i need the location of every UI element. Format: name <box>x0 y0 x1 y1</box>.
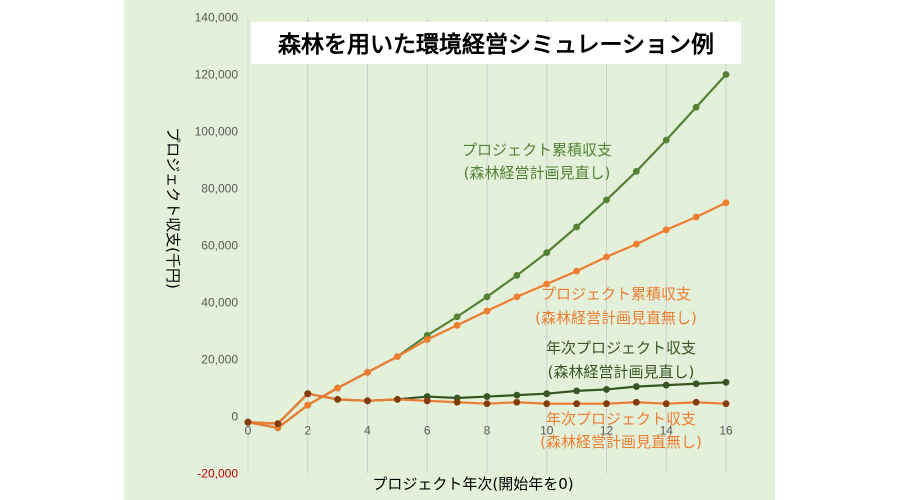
data-point <box>543 390 551 398</box>
data-point <box>513 272 521 279</box>
x-tick-label: 10 <box>540 424 554 438</box>
y-tick-label: 100,000 <box>195 125 239 139</box>
data-point <box>632 398 640 406</box>
gridlines <box>247 17 727 474</box>
data-point <box>334 396 342 403</box>
series-group <box>244 199 730 432</box>
data-point <box>722 71 730 78</box>
series-label: (森林経営計画見直し) <box>464 164 611 182</box>
data-point <box>543 400 551 408</box>
data-point <box>573 223 581 231</box>
chart-panel: -20,000 0 20,000 40,000 60,000 80,000 100,000 1… <box>124 0 775 500</box>
data-point <box>603 400 610 408</box>
data-point <box>573 267 581 275</box>
data-point <box>722 400 730 408</box>
series-label: プロジェクト累積収支 <box>462 141 612 159</box>
data-point <box>662 136 670 144</box>
data-point <box>453 321 461 329</box>
y-tick-label: 20,000 <box>201 353 238 367</box>
data-point <box>662 381 670 389</box>
data-point <box>244 418 252 426</box>
x-tick-label: 12 <box>600 424 614 438</box>
data-point <box>632 240 640 248</box>
x-tick-label: 4 <box>364 424 371 438</box>
data-point <box>603 196 610 204</box>
data-point <box>423 397 431 405</box>
data-point <box>632 168 640 175</box>
x-tick-label: 16 <box>719 424 733 438</box>
series-label: 年次プロジェクト収支 <box>546 339 696 357</box>
y-tick-label: 60,000 <box>201 239 238 253</box>
y-axis-title: プロジェクト収支(千円) <box>164 127 182 289</box>
y-tick-label: 40,000 <box>201 296 238 310</box>
data-point <box>304 390 312 398</box>
data-point <box>722 199 730 207</box>
y-tick-label: 140,000 <box>195 11 239 25</box>
series-label: (森林経営計画見直無し) <box>540 433 702 451</box>
x-tick-label: 14 <box>660 424 674 438</box>
data-point <box>722 378 730 386</box>
data-point <box>573 387 581 395</box>
data-point <box>543 249 551 257</box>
y-tick-label: 80,000 <box>201 182 238 196</box>
y-tick-labels: -20,000 0 20,000 40,000 60,000 80,000 100,000 1… <box>195 11 239 481</box>
data-point <box>483 307 491 315</box>
chart-title: 森林を用いた環境経営シミュレーション例 <box>278 31 714 58</box>
data-point <box>662 400 670 408</box>
data-point <box>692 213 700 221</box>
data-point <box>423 336 431 343</box>
y-tick-label: 0 <box>231 410 238 424</box>
data-point <box>573 400 581 408</box>
data-point <box>304 401 312 409</box>
data-point <box>274 420 282 428</box>
x-tick-labels: 0 2 4 6 8 10 12 14 16 <box>245 424 733 438</box>
data-point <box>364 397 371 405</box>
data-point <box>513 398 521 406</box>
data-point <box>483 293 491 301</box>
x-tick-label: 2 <box>304 424 311 438</box>
y-tick-label: 120,000 <box>195 68 239 82</box>
series-label: (森林経営計画見直無し) <box>535 309 697 327</box>
data-point <box>543 280 551 288</box>
series-label: (森林経営計画見直し) <box>548 363 695 381</box>
x-tick-label: 8 <box>484 424 491 438</box>
data-point <box>483 400 491 408</box>
data-point <box>692 103 700 111</box>
x-tick-label: 6 <box>424 424 431 438</box>
data-point <box>603 386 610 393</box>
data-point <box>393 353 401 361</box>
data-point <box>453 398 461 406</box>
data-point <box>364 368 371 376</box>
series-group <box>244 390 730 428</box>
data-point <box>513 391 521 399</box>
series-label: プロジェクト累積収支 <box>541 285 691 303</box>
data-point <box>692 380 700 388</box>
data-point <box>393 396 401 403</box>
data-point <box>632 383 640 390</box>
series-label: 年次プロジェクト収支 <box>546 410 696 428</box>
chart-svg: -20,000 0 20,000 40,000 60,000 80,000 100,000 1… <box>164 11 741 493</box>
data-point <box>483 393 491 400</box>
series-annotations: プロジェクト累積収支 (森林経営計画見直し) プロジェクト累積収支 (森林経営計画見直… <box>462 141 702 451</box>
x-tick-label: 0 <box>245 424 252 438</box>
data-point <box>513 293 521 301</box>
data-point <box>334 384 342 392</box>
x-axis-title: プロジェクト年次(開始年を0) <box>372 475 573 493</box>
y-tick-label: -20,000 <box>197 467 238 481</box>
series-layer <box>244 71 730 432</box>
title-box <box>251 22 741 64</box>
data-point <box>603 253 610 261</box>
data-point <box>662 226 670 234</box>
data-point <box>453 313 461 321</box>
data-point <box>692 398 700 406</box>
